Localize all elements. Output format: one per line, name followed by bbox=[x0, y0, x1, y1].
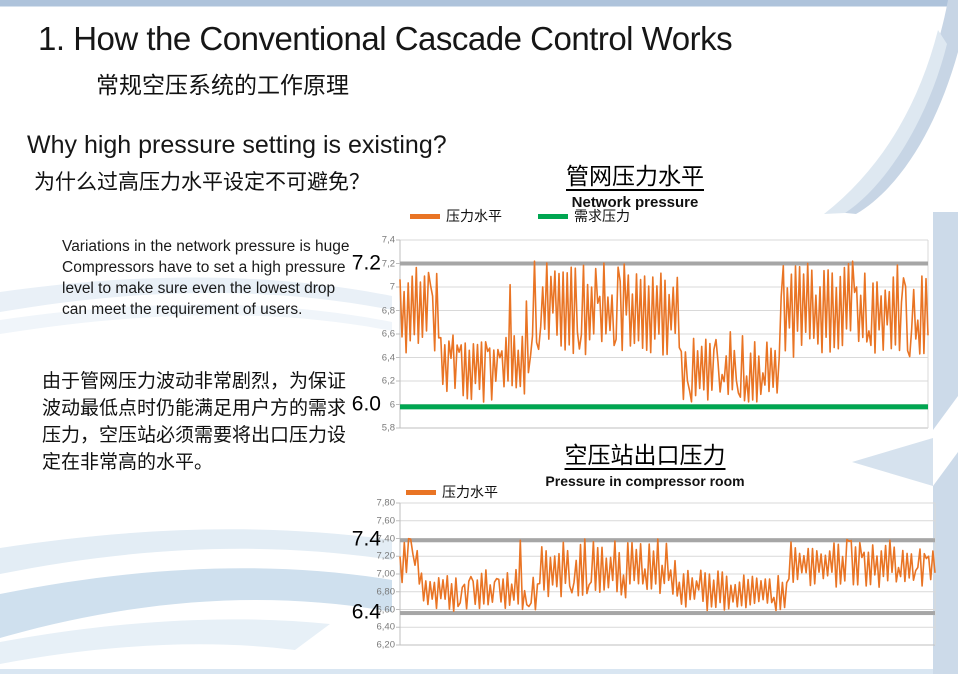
y-axis-tick: 6 bbox=[389, 399, 395, 410]
legend-item-pressure-level: 压力水平 bbox=[410, 206, 502, 226]
pressure-level-label: 压力水平 bbox=[446, 209, 502, 225]
pressure-callout-label: 6.4 bbox=[351, 600, 381, 624]
compressor-room-series-svg bbox=[396, 502, 936, 646]
y-axis-tick: 6,4 bbox=[381, 352, 395, 363]
demand-pressure-label: 需求压力 bbox=[574, 209, 630, 225]
pressure-series-line bbox=[399, 537, 936, 612]
y-axis-tick: 7,00 bbox=[376, 568, 396, 580]
question-heading-zh: 为什么过高压力水平设定不可避免？ bbox=[34, 170, 370, 194]
pressure-level-swatch-2 bbox=[406, 489, 436, 495]
explanation-paragraph-en: Variations in the network pressure is hu… bbox=[62, 238, 350, 318]
y-axis-tick: 6,2 bbox=[381, 375, 395, 387]
pressure-callout-label: 6.0 bbox=[351, 392, 381, 416]
compressor-room-chart-title-en: Pressure in compressor room bbox=[545, 473, 745, 489]
pressure-callout-label: 7.4 bbox=[351, 527, 381, 551]
y-axis-tick: 7,80 bbox=[376, 497, 396, 509]
pressure-level-swatch bbox=[410, 213, 440, 219]
legend-item-pressure-level-2: 压力水平 bbox=[406, 482, 498, 502]
right-band-fan bbox=[852, 438, 933, 486]
network-pressure-chart-title-en: Network pressure bbox=[571, 194, 699, 211]
demand-pressure-swatch bbox=[538, 213, 568, 219]
page-subtitle-zh: 常规空压系统的工作原理 bbox=[96, 73, 349, 99]
outlet-setpoint-high-refline bbox=[400, 538, 935, 543]
network-pressure-legend: 压力水平 需求压力 bbox=[410, 206, 666, 226]
explanation-paragraph-zh: 由于管网压力波动非常剧烈，为保证波动最低点时仍能满足用户方的需求压力，空压站必须… bbox=[42, 370, 347, 473]
pressure-callout-label: 7.2 bbox=[351, 251, 381, 275]
y-axis-tick: 6,20 bbox=[376, 639, 396, 651]
left-swoosh-lower-3 bbox=[0, 619, 330, 664]
y-axis-tick: 7 bbox=[389, 281, 395, 293]
y-axis-tick: 6,40 bbox=[376, 621, 396, 633]
left-swoosh-lower-2 bbox=[0, 568, 392, 638]
y-axis-tick: 7,40 bbox=[376, 533, 396, 544]
left-swoosh-upper-2 bbox=[0, 304, 392, 334]
y-axis-tick: 6,80 bbox=[376, 586, 396, 598]
y-axis-tick: 7,60 bbox=[376, 515, 396, 527]
network-pressure-series-svg bbox=[396, 239, 929, 429]
right-band-gap bbox=[933, 396, 958, 486]
y-axis-tick: 7,4 bbox=[381, 234, 395, 246]
demand-pressure-refline bbox=[400, 404, 928, 410]
top-right-swoosh-highlight bbox=[824, 30, 947, 214]
y-axis-tick: 7,20 bbox=[376, 550, 396, 562]
legend-item-demand-pressure: 需求压力 bbox=[538, 206, 630, 226]
question-heading-en: Why high pressure setting is existing? bbox=[27, 131, 447, 159]
high-pressure-setpoint-refline bbox=[400, 261, 928, 266]
top-right-swoosh bbox=[836, 0, 958, 214]
y-axis-tick: 6,6 bbox=[381, 328, 395, 340]
page-title: 1. How the Conventional Cascade Control … bbox=[38, 20, 733, 57]
network-pressure-chart-header: 管网压力水平 Network pressure bbox=[470, 157, 800, 211]
network-pressure-chart-title-zh: 管网压力水平 bbox=[566, 164, 704, 190]
compressor-room-chart-header: 空压站出口压力 Pressure in compressor room bbox=[480, 436, 810, 489]
compressor-room-chart-title-zh: 空压站出口压力 bbox=[564, 443, 726, 469]
y-axis-tick: 6,8 bbox=[381, 305, 395, 316]
left-swoosh-upper bbox=[0, 277, 392, 312]
pressure-series-line bbox=[399, 260, 929, 403]
y-axis-tick: 5,8 bbox=[381, 422, 395, 434]
outlet-setpoint-low-refline bbox=[400, 611, 935, 616]
top-accent-bar bbox=[0, 0, 958, 7]
bottom-accent-bar bbox=[0, 669, 958, 674]
y-axis-tick: 6,60 bbox=[376, 604, 396, 615]
compressor-room-legend: 压力水平 bbox=[406, 482, 534, 502]
network-pressure-plot: 7,4 7,2 7 6,8 6,6 6,4 6,2 6 5,8 7.2 6.0 bbox=[352, 235, 929, 434]
y-axis-tick: 7,2 bbox=[381, 258, 395, 269]
left-swoosh-lower-1 bbox=[0, 529, 392, 574]
pressure-level-label-2: 压力水平 bbox=[442, 485, 498, 501]
compressor-room-plot: 7,80 7,60 7,40 7,20 7,00 6,80 6,60 6,40 6,20 7.4 6… bbox=[352, 498, 936, 651]
